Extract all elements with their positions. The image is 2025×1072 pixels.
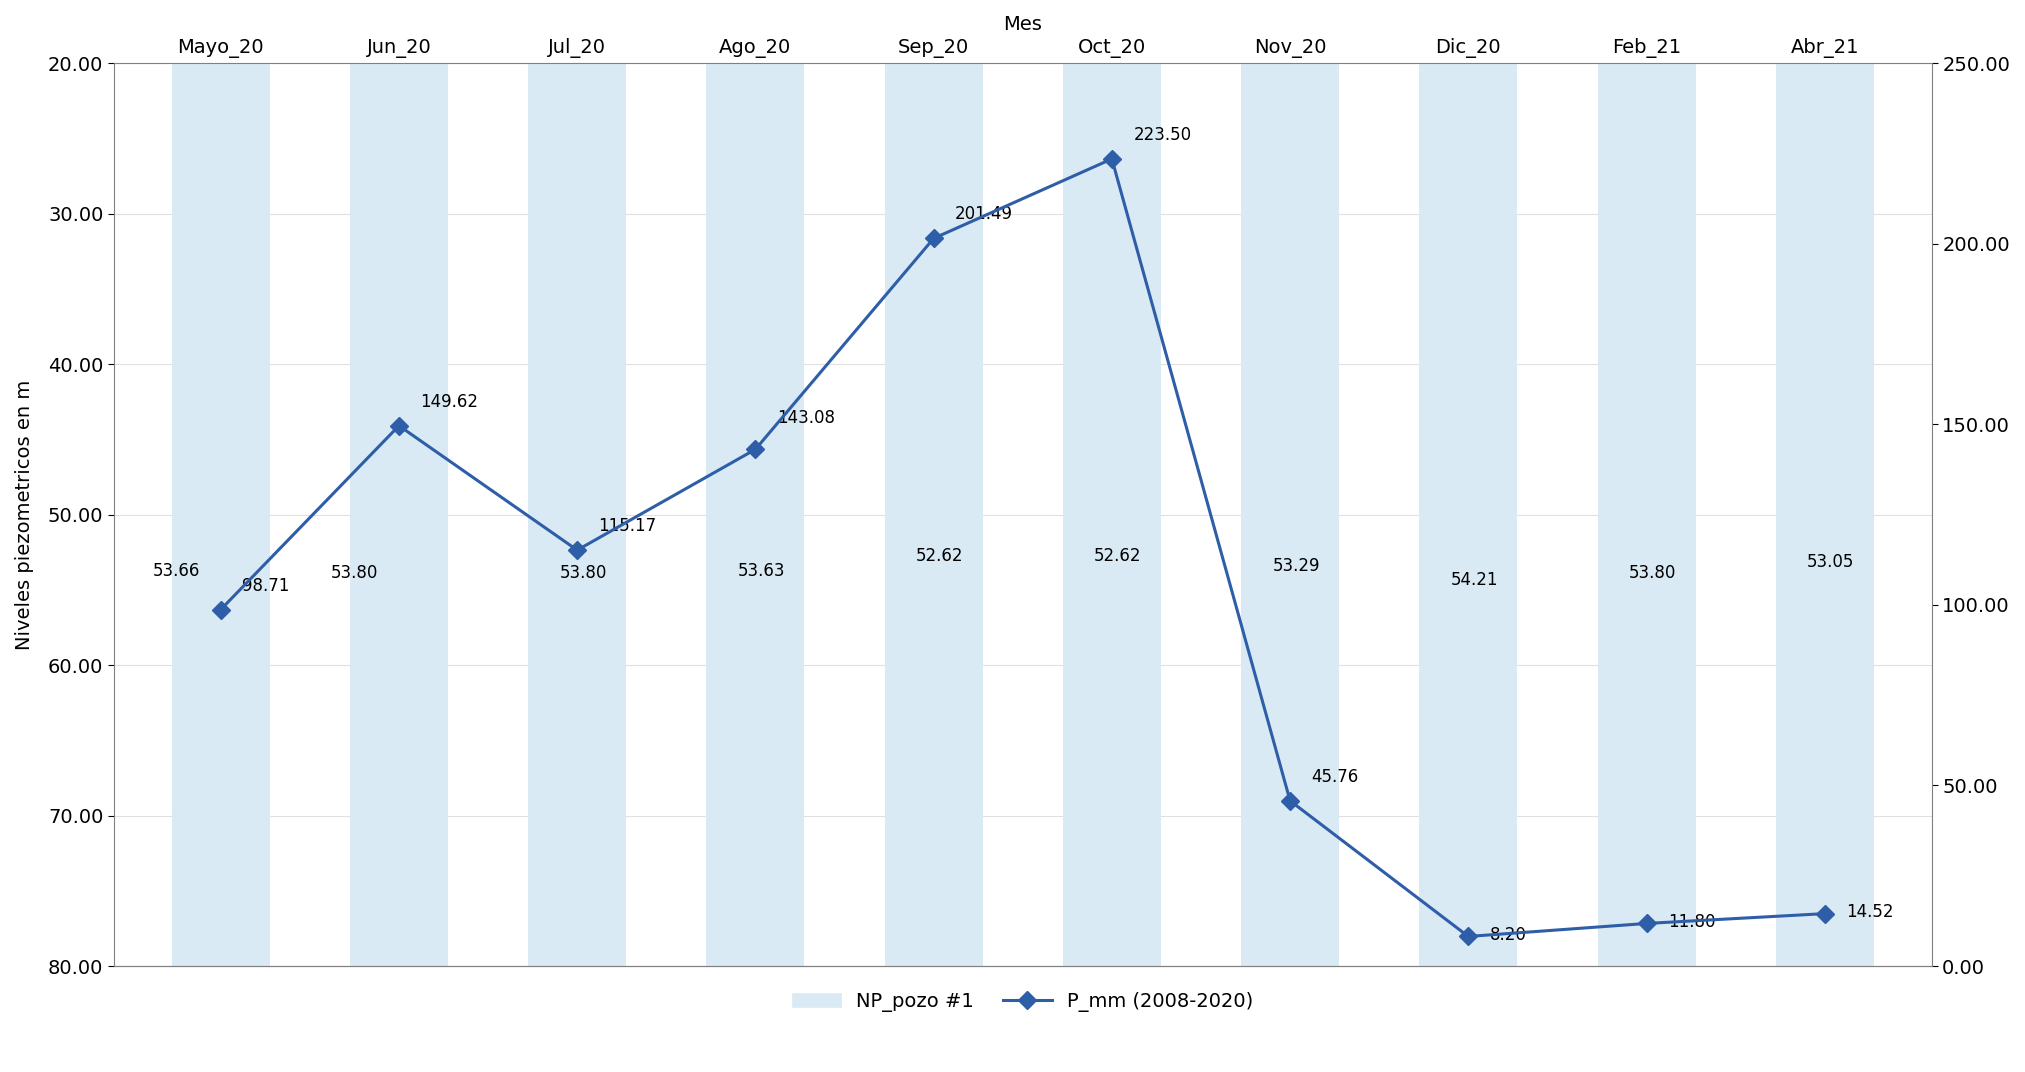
Text: 14.52: 14.52 <box>1847 903 1893 921</box>
Text: 52.62: 52.62 <box>1094 547 1142 565</box>
Bar <box>1776 63 1873 966</box>
Bar <box>529 63 626 966</box>
Text: 45.76: 45.76 <box>1312 768 1359 786</box>
Text: 52.62: 52.62 <box>915 547 964 565</box>
Text: 11.80: 11.80 <box>1669 913 1715 930</box>
Text: 115.17: 115.17 <box>599 517 656 535</box>
Text: 53.63: 53.63 <box>737 562 786 580</box>
Text: 53.80: 53.80 <box>332 564 379 582</box>
Text: 53.29: 53.29 <box>1272 556 1320 575</box>
Text: 53.66: 53.66 <box>154 562 200 580</box>
Bar <box>1598 63 1695 966</box>
Text: 53.05: 53.05 <box>1806 553 1855 571</box>
Y-axis label: Niveles piezometricos en m: Niveles piezometricos en m <box>14 379 34 650</box>
Bar <box>350 63 448 966</box>
Text: 54.21: 54.21 <box>1450 570 1498 589</box>
Legend: NP_pozo #1, P_mm (2008-2020): NP_pozo #1, P_mm (2008-2020) <box>784 984 1262 1019</box>
Text: 143.08: 143.08 <box>778 408 834 427</box>
Text: 53.80: 53.80 <box>559 564 608 582</box>
Text: 201.49: 201.49 <box>956 206 1012 223</box>
Bar <box>707 63 804 966</box>
Text: 223.50: 223.50 <box>1134 125 1191 144</box>
X-axis label: Mes: Mes <box>1002 15 1043 34</box>
Text: 149.62: 149.62 <box>421 392 478 411</box>
Bar <box>1420 63 1517 966</box>
Text: 8.20: 8.20 <box>1490 926 1527 944</box>
Text: 98.71: 98.71 <box>243 577 290 595</box>
Bar <box>172 63 269 966</box>
Bar <box>885 63 982 966</box>
Bar <box>1063 63 1160 966</box>
Bar <box>1241 63 1339 966</box>
Text: 53.80: 53.80 <box>1628 564 1677 582</box>
